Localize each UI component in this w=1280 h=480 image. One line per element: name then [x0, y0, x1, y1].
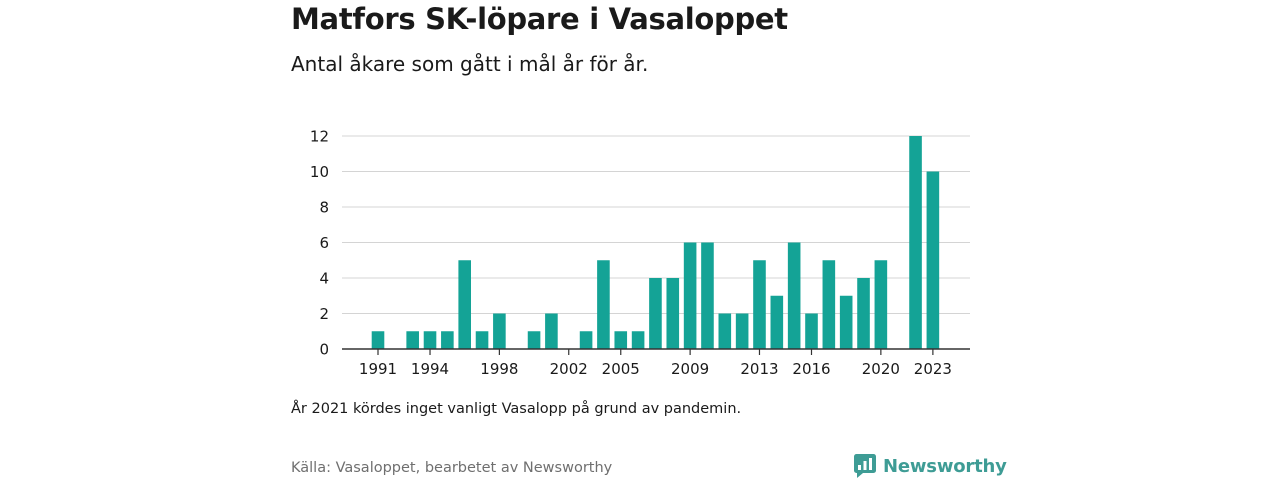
x-tick-label: 1998 — [480, 360, 518, 378]
bars — [371, 136, 940, 349]
source-text: Källa: Vasaloppet, bearbetet av Newswort… — [291, 460, 613, 476]
bar-2023 — [926, 171, 940, 349]
x-tick-label: 2013 — [740, 360, 778, 378]
bar-1996 — [458, 260, 471, 349]
bar-2022 — [909, 136, 922, 349]
y-tick-label: 6 — [319, 234, 329, 252]
bar-2019 — [857, 278, 870, 349]
bar-2007 — [649, 278, 662, 349]
bar-2005 — [614, 331, 628, 349]
bar-2000 — [527, 331, 541, 349]
newsworthy-logo-icon — [854, 454, 876, 478]
x-tick-label: 2020 — [862, 360, 900, 378]
y-tick-label: 2 — [319, 305, 329, 323]
y-tick-label: 10 — [310, 163, 329, 181]
x-tick-label: 2016 — [792, 360, 830, 378]
x-tick-label: 1991 — [359, 360, 397, 378]
x-tick-label: 2005 — [602, 360, 640, 378]
axes: 0 2 4 6 8 10 12 1991 1994 1998 2002 2005 2009 2013 201… — [310, 128, 970, 378]
bar-chart: 0 2 4 6 8 10 12 1991 1994 1998 2002 2005 2009 2013 201… — [310, 128, 970, 378]
bar-2018 — [839, 295, 853, 349]
x-tick-label: 2002 — [550, 360, 588, 378]
bar-2013 — [753, 260, 766, 349]
x-tick-label: 2023 — [914, 360, 952, 378]
bar-2004 — [597, 260, 610, 349]
bar-1995 — [441, 331, 454, 349]
y-tick-label: 8 — [319, 199, 329, 217]
y-tick-label: 12 — [310, 128, 329, 146]
bar-2006 — [631, 331, 645, 349]
chart-subtitle: Antal åkare som gått i mål år för år. — [291, 52, 649, 76]
brand-name: Newsworthy — [883, 455, 1007, 477]
bar-2015 — [787, 242, 801, 349]
y-tick-label: 0 — [319, 341, 329, 359]
bar-2010 — [701, 242, 714, 349]
chart-note: År 2021 kördes inget vanligt Vasalopp på… — [291, 401, 742, 417]
x-tick-label: 2009 — [671, 360, 709, 378]
newsworthy-brand[interactable]: Newsworthy — [853, 453, 1007, 479]
bar-2016 — [805, 313, 818, 349]
bar-2001 — [545, 313, 558, 349]
bar-1991 — [371, 331, 385, 349]
bar-2003 — [579, 331, 593, 349]
bar-2012 — [735, 313, 749, 349]
bar-2020 — [874, 260, 888, 349]
bar-2011 — [718, 313, 732, 349]
bar-1993 — [406, 331, 419, 349]
bar-1994 — [423, 331, 437, 349]
bar-1997 — [475, 331, 489, 349]
bar-1998 — [493, 313, 506, 349]
y-tick-label: 4 — [319, 270, 329, 288]
x-tick-label: 1994 — [411, 360, 449, 378]
chart-title: Matfors SK-löpare i Vasaloppet — [291, 2, 788, 36]
bar-2008 — [666, 278, 680, 349]
bar-2009 — [683, 242, 697, 349]
bar-2014 — [770, 295, 784, 349]
bar-2017 — [822, 260, 836, 349]
